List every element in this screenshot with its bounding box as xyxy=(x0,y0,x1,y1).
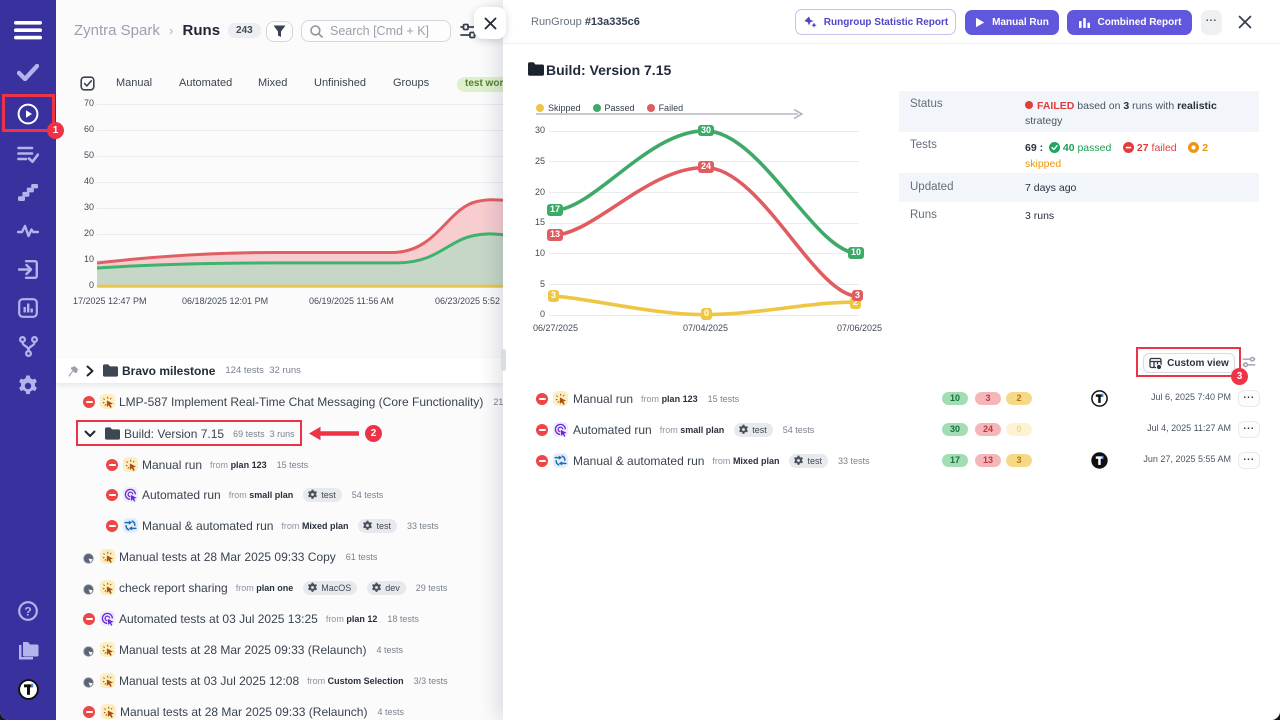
svg-text:?: ? xyxy=(24,604,31,618)
